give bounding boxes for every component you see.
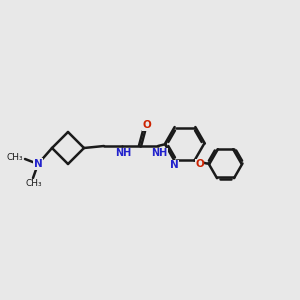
Text: N: N xyxy=(34,159,42,169)
Text: N: N xyxy=(170,160,179,170)
Text: CH₃: CH₃ xyxy=(26,179,42,188)
Text: CH₃: CH₃ xyxy=(6,154,23,163)
Text: NH: NH xyxy=(151,148,167,158)
Text: O: O xyxy=(195,160,204,170)
Text: O: O xyxy=(142,120,152,130)
Text: NH: NH xyxy=(115,148,131,158)
